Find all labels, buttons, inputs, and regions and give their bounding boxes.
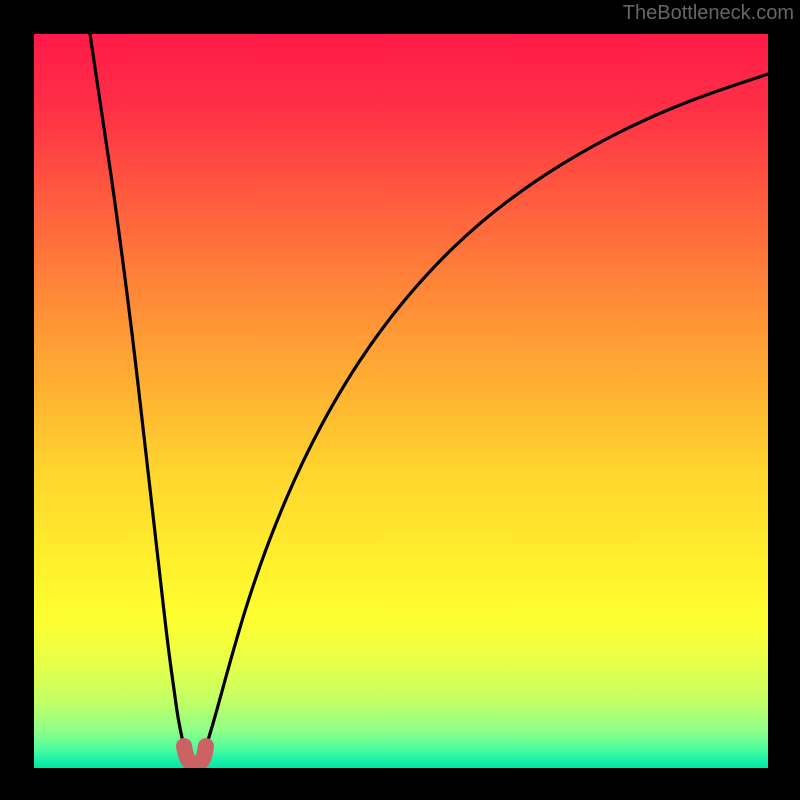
bottleneck-curve bbox=[90, 34, 768, 750]
curve-overlay bbox=[34, 34, 768, 768]
watermark-text: TheBottleneck.com bbox=[623, 2, 794, 25]
bottom-marker bbox=[184, 746, 206, 764]
plot-area bbox=[34, 34, 768, 768]
chart-container: TheBottleneck.com bbox=[0, 0, 800, 800]
